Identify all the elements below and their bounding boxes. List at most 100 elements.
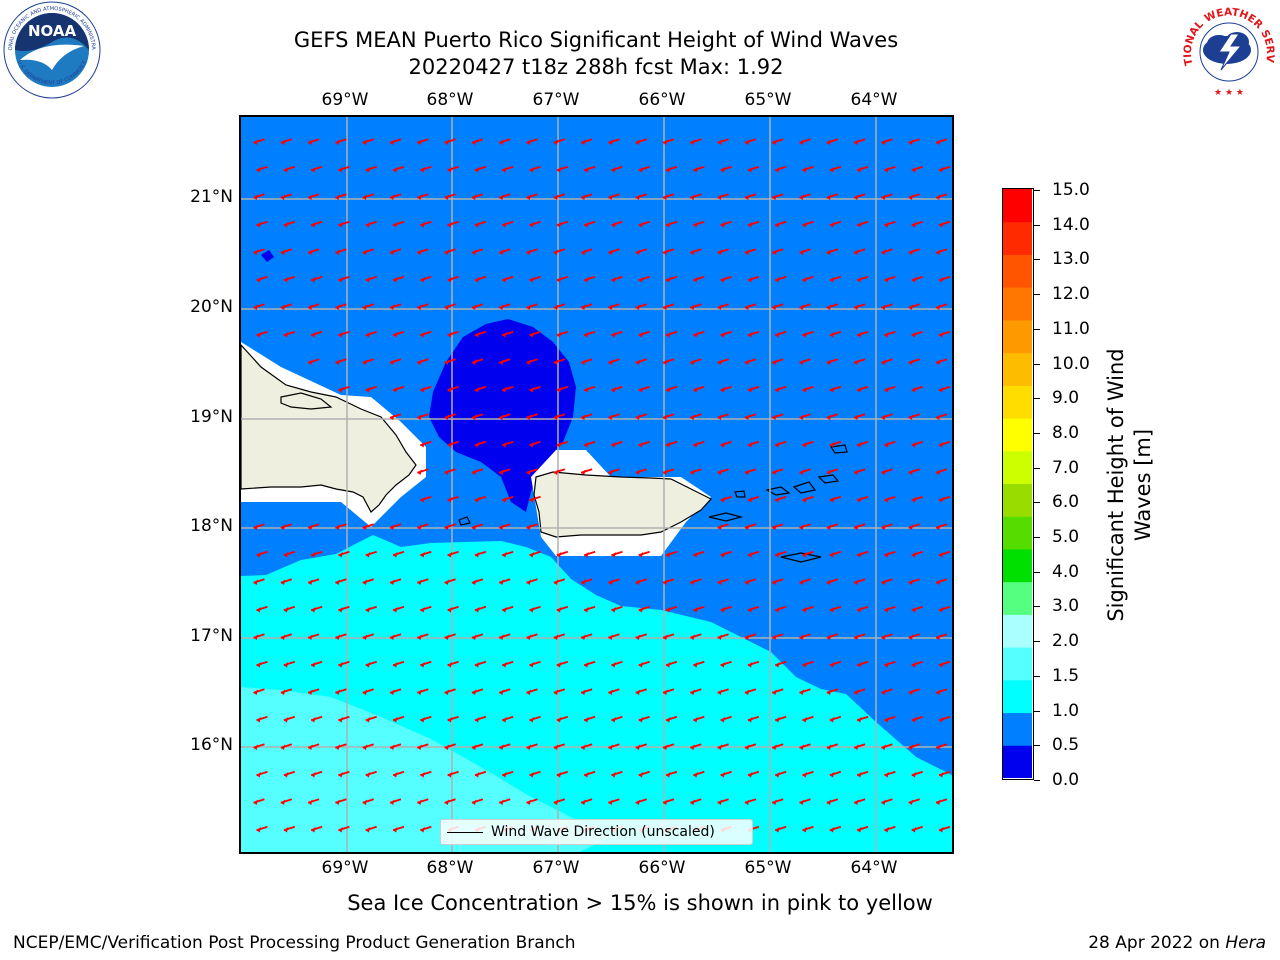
- lon-tick-top: 67°W: [532, 90, 580, 110]
- colorbar-tick-label: 4.0: [1052, 561, 1080, 582]
- wave-direction-arrowhead: [529, 277, 534, 283]
- wave-direction-arrowhead: [635, 194, 641, 200]
- wave-direction-arrowhead: [772, 414, 777, 420]
- wave-direction-arrowhead: [884, 167, 889, 173]
- wave-direction-arrowhead: [666, 772, 671, 778]
- wave-direction-arrowhead: [802, 607, 807, 613]
- wave-direction-arrowhead: [447, 442, 453, 448]
- wave-direction-arrowhead: [663, 249, 668, 255]
- wave-direction-arrowhead: [308, 689, 313, 695]
- wave-direction-arrowhead: [693, 552, 698, 558]
- wave-direction-arrowhead: [335, 249, 340, 255]
- land-vi-2: [792, 481, 817, 494]
- wave-direction-arrowhead: [447, 772, 453, 778]
- wave-direction-arrowhead: [693, 387, 698, 393]
- wave-direction-arrowhead: [829, 277, 835, 283]
- wave-direction-arrowhead: [390, 634, 395, 640]
- wave-direction-arrowhead: [826, 194, 832, 200]
- wave-direction-arrowhead: [362, 799, 368, 805]
- wave-direction-arrowhead: [308, 194, 313, 200]
- wave-direction-arrowhead: [529, 497, 534, 503]
- wave-direction-arrowhead: [717, 469, 723, 475]
- wave-direction-arrowhead: [553, 194, 559, 200]
- wave-direction-arrowhead: [444, 139, 450, 145]
- wave-direction-arrowhead: [772, 359, 777, 365]
- wave-direction-arrowhead: [857, 662, 862, 668]
- wave-direction-arrowhead: [666, 222, 671, 228]
- wave-direction-arrowhead: [526, 469, 531, 475]
- wave-direction-arrowhead: [256, 167, 261, 173]
- wave-direction-arrowhead: [283, 552, 289, 558]
- wave-direction-arrowhead: [556, 387, 562, 393]
- wave-direction-arrowhead: [308, 524, 313, 530]
- wave-direction-arrowhead: [635, 249, 641, 255]
- wave-direction-arrowhead: [499, 634, 504, 640]
- colorbar-tick-mark: [1034, 780, 1040, 781]
- wave-direction-arrowhead: [444, 194, 450, 200]
- wave-direction-arrowhead: [826, 249, 832, 255]
- lon-tick-top: 66°W: [638, 90, 686, 110]
- wave-direction-arrowhead: [526, 524, 531, 530]
- wave-direction-arrowhead: [390, 194, 395, 200]
- wave-direction-arrowhead: [802, 277, 807, 283]
- wave-direction-arrowhead: [908, 744, 914, 750]
- wave-direction-arrowhead: [335, 304, 340, 310]
- wave-direction-arrowhead: [826, 304, 832, 310]
- wave-direction-arrowhead: [553, 359, 559, 365]
- wave-direction-arrowhead: [335, 689, 340, 695]
- wave-direction-arrowhead: [280, 524, 286, 530]
- wave-direction-arrowhead: [308, 579, 313, 585]
- land-mona: [458, 516, 471, 526]
- wave-direction-arrowhead: [499, 249, 504, 255]
- sea-ice-note: Sea Ice Concentration > 15% is shown in …: [0, 890, 1280, 916]
- wave-direction-arrowhead: [881, 744, 886, 750]
- wave-direction-arrowhead: [775, 772, 780, 778]
- wave-direction-arrowhead: [747, 662, 753, 668]
- lat-tick-left: 16°N: [190, 735, 233, 755]
- wave-direction-arrowhead: [338, 277, 343, 283]
- wave-direction-arrowhead: [638, 662, 644, 668]
- wave-direction-arrowhead: [854, 469, 859, 475]
- wave-direction-arrowhead: [881, 579, 886, 585]
- colorbar-swatch: [1003, 221, 1032, 255]
- wave-direction-arrowhead: [744, 799, 750, 805]
- wave-direction-arrowhead: [390, 579, 395, 585]
- wave-direction-arrowhead: [474, 772, 480, 778]
- colorbar-tick-mark: [1034, 328, 1040, 330]
- wave-direction-arrowhead: [744, 524, 750, 530]
- wave-direction-arrowhead: [720, 167, 726, 173]
- wave-direction-arrowhead: [638, 607, 644, 613]
- wave-direction-arrowhead: [775, 662, 780, 668]
- wave-direction-arrowhead: [690, 469, 695, 475]
- colorbar-swatch: [1003, 189, 1032, 223]
- wave-direction-arrowhead: [502, 772, 507, 778]
- wave-direction-arrowhead: [772, 304, 777, 310]
- wave-direction-arrowhead: [529, 167, 534, 173]
- wave-direction-arrowhead: [338, 387, 343, 393]
- wave-direction-arrowhead: [663, 744, 668, 750]
- wave-direction-arrowhead: [717, 579, 723, 585]
- svg-text:★ ★ ★: ★ ★ ★: [1214, 88, 1244, 98]
- wave-direction-arrowhead: [611, 332, 616, 338]
- wave-direction-arrowhead: [747, 552, 753, 558]
- wave-direction-arrowhead: [417, 689, 422, 695]
- wave-direction-arrowhead: [256, 222, 261, 228]
- wave-direction-arrowhead: [720, 497, 726, 503]
- wave-direction-arrowhead: [502, 332, 507, 338]
- land-vi-1: [765, 486, 791, 496]
- wave-direction-arrowhead: [420, 332, 425, 338]
- wave-direction-arrowhead: [417, 744, 422, 750]
- colorbar-tick-mark: [1034, 606, 1040, 608]
- wave-direction-arrowhead: [308, 249, 313, 255]
- wave-direction-arrowhead: [338, 827, 343, 833]
- wave-direction-arrowhead: [280, 744, 286, 750]
- wave-direction-arrowhead: [502, 167, 507, 173]
- colorbar-tick-label: 11.0: [1052, 318, 1090, 339]
- wave-direction-arrowhead: [881, 139, 886, 145]
- wave-direction-arrowhead: [474, 497, 480, 503]
- wave-direction-arrowhead: [939, 607, 944, 613]
- wave-direction-arrowhead: [283, 827, 289, 833]
- wave-direction-arrowhead: [829, 387, 835, 393]
- wave-direction-arrowhead: [253, 139, 258, 145]
- wave-direction-arrowhead: [936, 634, 941, 640]
